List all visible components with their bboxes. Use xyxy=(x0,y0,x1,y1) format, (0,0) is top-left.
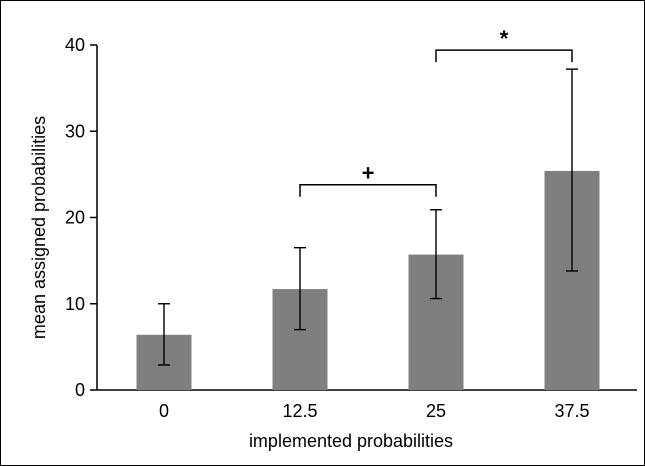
y-tick-label: 40 xyxy=(65,35,85,55)
significance-bracket: * xyxy=(435,26,573,63)
error-bar-37.5 xyxy=(566,68,578,272)
x-tick-labels: 0 12.5 25 37.5 xyxy=(159,401,590,421)
error-bar-12.5 xyxy=(294,246,306,331)
y-tick-label: 20 xyxy=(65,208,85,228)
y-tick-label: 0 xyxy=(75,380,85,400)
significance-brackets: +* xyxy=(299,26,573,197)
y-tick-label: 10 xyxy=(65,294,85,314)
bracket-line xyxy=(299,183,437,197)
x-tick-label: 25 xyxy=(426,401,446,421)
y-tick-label: 30 xyxy=(65,121,85,141)
y-axis-title: mean assigned probabilities xyxy=(29,116,49,339)
error-bar-25 xyxy=(430,209,442,300)
error-bar-0 xyxy=(158,303,170,366)
significance-label: + xyxy=(362,161,375,186)
x-tick-label: 12.5 xyxy=(282,401,317,421)
bars xyxy=(136,170,600,390)
significance-bracket: + xyxy=(299,161,437,197)
error-bars xyxy=(158,68,578,366)
bracket-line xyxy=(435,49,573,63)
significance-label: * xyxy=(500,26,509,51)
x-axis-title: implemented probabilities xyxy=(249,431,453,451)
x-tick-label: 0 xyxy=(159,401,169,421)
y-ticks: 0 10 20 30 40 xyxy=(65,35,97,400)
x-tick-label: 37.5 xyxy=(554,401,589,421)
